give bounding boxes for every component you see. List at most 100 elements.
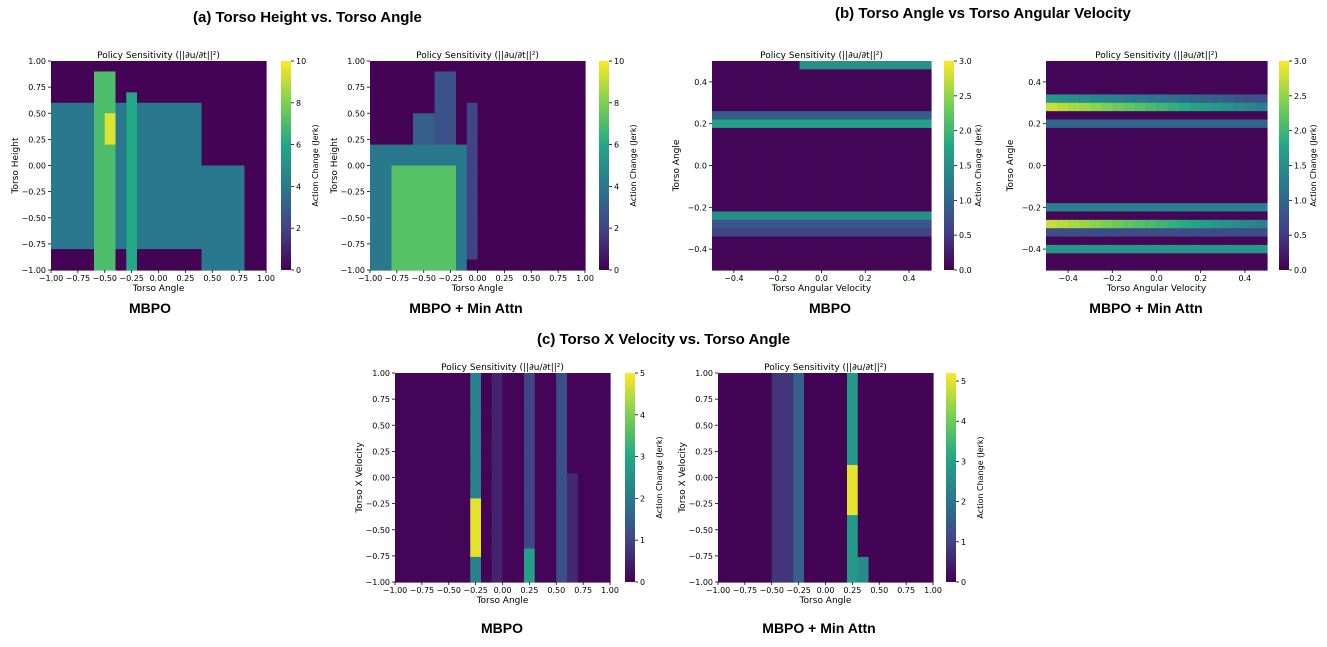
heatmap-cell [1178,236,1191,246]
heatmap-cell [1222,111,1235,121]
heatmap-cell [223,92,235,104]
heatmap-cell [814,456,827,466]
heatmap-cell [126,144,138,156]
heatmap-cell [1244,244,1257,254]
heatmap-cell [821,203,834,213]
heatmap-cell [405,464,418,474]
heatmap-cell [1156,169,1169,179]
heatmap-cell [922,490,934,499]
heatmap-cell [466,155,479,167]
heatmap-cell [51,123,63,135]
heatmap-cell [847,523,859,533]
heatmap-cell [750,439,762,449]
heatmap-cell [531,259,543,271]
heatmap-cell [445,207,457,219]
heatmap-cell [911,448,923,458]
heatmap-cell [1112,186,1124,196]
x-axis-label: Torso Angle [799,596,852,606]
heatmap-cell [1079,236,1091,246]
heatmap-cell [552,207,565,219]
heatmap-cell [567,498,579,508]
heatmap-cell [1167,178,1180,187]
heatmap-cell [854,186,866,196]
heatmap-cell [1090,61,1102,70]
heatmap-cell [434,217,446,229]
heatmap-cell [728,448,741,458]
heatmap-cell [750,573,762,583]
heatmap-cell [836,515,848,525]
heatmap-cell [448,456,461,466]
heatmap-cell [488,61,500,73]
heatmap-cell [782,556,794,566]
heatmap-cell [728,490,741,499]
heatmap-cell [1156,186,1169,196]
heatmap-cell [567,573,579,583]
heatmap-cell [782,498,794,508]
heatmap-cell [814,573,827,583]
heatmap-cell [416,531,428,541]
heatmap-cell [1068,102,1080,112]
heatmap-cell [223,228,235,240]
heatmap-cell [427,439,439,449]
heatmap-cell [712,186,724,196]
heatmap-cell [244,92,256,104]
heatmap-cell [890,490,902,499]
heatmap-cell [1134,219,1147,229]
heatmap-cell [531,238,543,250]
heatmap-cell [577,556,590,566]
heatmap-cell [843,102,855,112]
heatmap-cell [771,531,784,541]
heatmap-cell [804,398,816,408]
heatmap-cell [777,119,790,129]
heatmap-cell [72,155,84,167]
heatmap-cell [879,389,891,399]
heatmap-cell [793,548,805,558]
heatmap-cell [427,531,439,541]
heatmap-cell [887,77,899,87]
heatmap-cell [137,228,149,240]
heatmap-cell [94,61,106,73]
heatmap-cell [1255,119,1268,129]
heatmap-cell [233,186,246,198]
heatmap-cell [868,531,880,541]
heatmap-cell [513,506,525,516]
heatmap-cell [804,381,816,391]
heatmap-cell [423,113,436,125]
heatmap-cell [423,102,436,114]
heatmap-cell [909,236,921,246]
heatmap-cell [1134,111,1147,121]
heatmap-cell [755,186,768,196]
heatmap-cell [1046,119,1058,129]
heatmap-cell [491,531,504,541]
heatmap-cell [728,498,741,508]
heatmap-cell [466,102,479,114]
heatmap-cell [395,414,407,424]
heatmap-cell [755,253,768,263]
heatmap-cell [509,238,522,250]
heatmap-cell [890,523,902,533]
heatmap-cell [531,134,543,146]
heatmap-cell [799,111,812,121]
heatmap-cell [509,81,522,93]
heatmap-cell [481,498,493,508]
heatmap-cell [158,228,170,240]
heatmap-cell [491,498,504,508]
heatmap-cell [887,244,899,254]
heatmap-cell [722,178,735,187]
heatmap-cell [370,175,382,187]
heatmap-cell [448,473,461,483]
heatmap-cell [761,573,773,583]
heatmap-cell [552,196,565,208]
heatmap-cell [1200,86,1213,96]
heatmap-cell [1134,77,1147,87]
heatmap-cell [1101,69,1113,79]
heatmap-cell [1057,236,1069,246]
heatmap-cell [201,259,213,271]
heatmap-cell [509,71,522,83]
heatmap-cell [922,540,934,550]
heatmap-cell [1079,219,1091,229]
heatmap-cell [887,119,899,129]
heatmap-cell [83,155,95,167]
heatmap-cell [416,523,428,533]
heatmap-cell [1233,253,1246,263]
